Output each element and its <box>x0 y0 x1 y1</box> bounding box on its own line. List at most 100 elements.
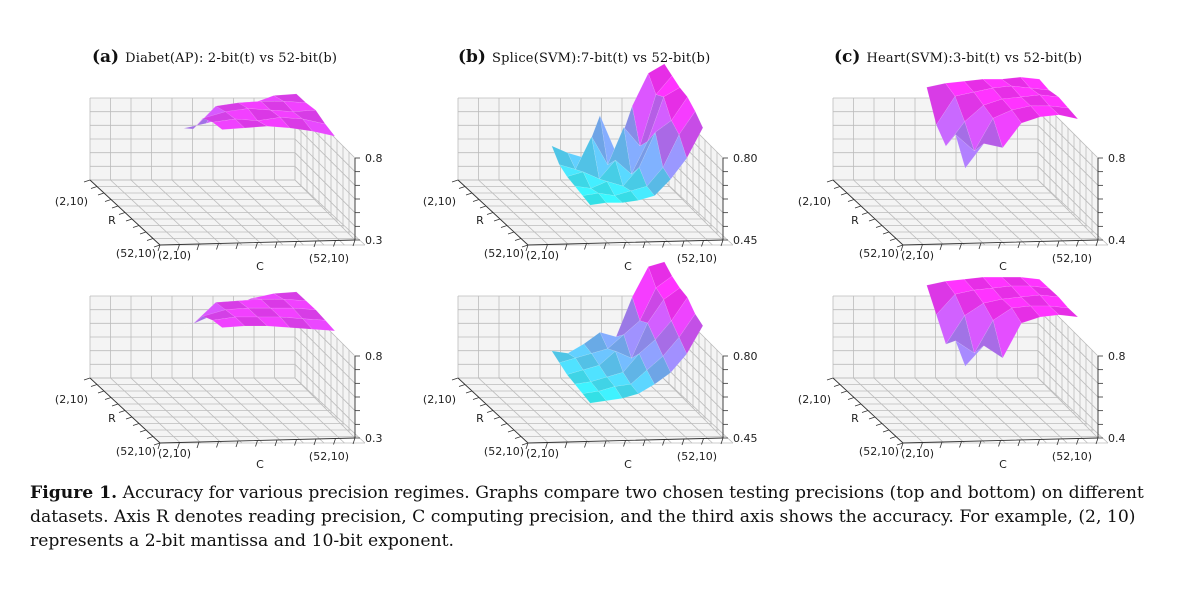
r-axis-tick <box>139 231 147 235</box>
gridline <box>1037 309 1099 370</box>
c-axis-tick <box>177 244 180 251</box>
caption-text: Accuracy for various precision regimes. … <box>30 483 1144 551</box>
gridline <box>1037 336 1099 398</box>
gridline <box>294 364 356 425</box>
gridline <box>996 179 1068 246</box>
gridline <box>1037 125 1099 186</box>
gridline <box>212 179 284 246</box>
c-tick-label: (2,10) <box>526 249 559 262</box>
z-tick-label: 0.8 <box>365 350 383 363</box>
r-axis-tick <box>486 212 494 215</box>
gridline <box>294 377 366 444</box>
c-axis-tick <box>333 438 336 445</box>
figure-caption: Figure 1. Accuracy for various precision… <box>30 481 1180 553</box>
c-axis-tick <box>701 240 704 247</box>
r-tick-label: (52,10) <box>859 445 899 458</box>
r-axis-tick <box>500 423 508 426</box>
r-axis-tick <box>472 397 480 400</box>
c-tick-label: (52,10) <box>677 252 717 265</box>
c-axis-tick <box>274 439 278 447</box>
c-axis-tick <box>959 243 962 250</box>
c-axis-tick <box>157 244 161 252</box>
r-axis-label: R <box>108 214 116 227</box>
c-tick-label: (52,10) <box>1052 450 1092 463</box>
r-axis-tick <box>90 186 98 189</box>
c-tick-label: (2,10) <box>901 447 934 460</box>
r-tick-label: (2,10) <box>423 195 456 208</box>
c-axis-tick <box>1017 241 1021 249</box>
r-axis-tick <box>111 403 119 407</box>
c-axis-tick <box>545 442 548 449</box>
c-tick-label: (52,10) <box>677 450 717 463</box>
r-axis-tick <box>826 377 834 381</box>
r-axis-tick <box>514 436 522 439</box>
r-axis-tick <box>889 238 897 241</box>
r-axis-tick <box>493 218 501 222</box>
gridline <box>294 336 356 398</box>
gridline <box>662 377 734 444</box>
gridline <box>976 179 1047 246</box>
gridline <box>662 377 724 439</box>
gridline <box>662 364 724 425</box>
c-axis-tick <box>1076 438 1079 445</box>
panel-title-text: Diabet(AP): 2-bit(t) vs 52-bit(b) <box>125 51 338 66</box>
r-axis-tick <box>104 397 112 400</box>
r-axis-tick <box>847 199 855 202</box>
r-axis-tick <box>500 225 508 228</box>
surface-patch <box>678 313 704 355</box>
c-axis-tick <box>274 241 278 249</box>
r-axis-tick <box>868 416 876 420</box>
r-axis-tick <box>83 179 91 183</box>
r-axis-tick <box>111 205 119 209</box>
gridline <box>1017 377 1088 444</box>
r-axis-tick <box>479 403 487 407</box>
r-axis-tick <box>840 192 848 196</box>
r-axis-tick <box>458 384 466 387</box>
surface-mesh <box>926 276 1079 367</box>
c-axis-tick <box>1037 241 1040 248</box>
gridline <box>294 179 356 241</box>
c-axis-tick <box>998 242 1001 249</box>
gridline <box>1037 179 1099 241</box>
c-tick-label: (52,10) <box>309 450 349 463</box>
r-axis-tick <box>875 225 883 228</box>
surface-chart: (2,10)(52,10) (2,10) (52,10)RC0.40.8 <box>798 76 1126 273</box>
gridline <box>1037 350 1099 411</box>
panel-letter: (b) <box>458 47 486 67</box>
c-axis-tick <box>564 243 568 251</box>
c-axis-tick <box>900 244 904 252</box>
r-axis-tick <box>153 244 161 248</box>
c-axis-tick <box>157 442 161 450</box>
r-axis-tick <box>882 429 890 433</box>
gridline <box>294 323 356 384</box>
surface-mesh <box>551 63 704 206</box>
surface-patch <box>1048 105 1079 120</box>
c-axis-tick <box>939 441 943 449</box>
c-axis-tick <box>313 240 317 248</box>
c-axis-tick <box>584 243 587 250</box>
gridline <box>955 377 1027 444</box>
surface-chart: (2,10)(52,10) (2,10) (52,10)RC0.30.8 <box>55 291 383 471</box>
z-tick-label: 0.3 <box>365 234 383 247</box>
r-axis-tick <box>118 212 126 215</box>
gridline <box>1037 138 1099 200</box>
c-axis-tick <box>920 442 923 449</box>
r-axis-tick <box>889 436 897 439</box>
r-axis-tick <box>861 212 869 215</box>
surface-mesh <box>183 291 336 332</box>
z-tick-label: 0.45 <box>733 234 758 247</box>
r-axis-tick <box>104 199 112 202</box>
r-axis-label: R <box>108 412 116 425</box>
gridline <box>294 125 356 186</box>
z-tick-label: 0.8 <box>1108 152 1126 165</box>
c-axis-tick <box>959 441 962 448</box>
c-axis-tick <box>313 438 317 446</box>
gridline <box>294 138 356 200</box>
r-axis-label: R <box>851 412 859 425</box>
gridline <box>1037 364 1099 425</box>
panel-title-c: (c) Heart(SVM):3-bit(t) vs 52-bit(b) <box>834 47 1082 67</box>
c-axis-tick <box>294 241 297 248</box>
r-axis-tick <box>118 410 126 413</box>
gridline <box>662 166 724 227</box>
r-axis-tick <box>826 179 834 183</box>
